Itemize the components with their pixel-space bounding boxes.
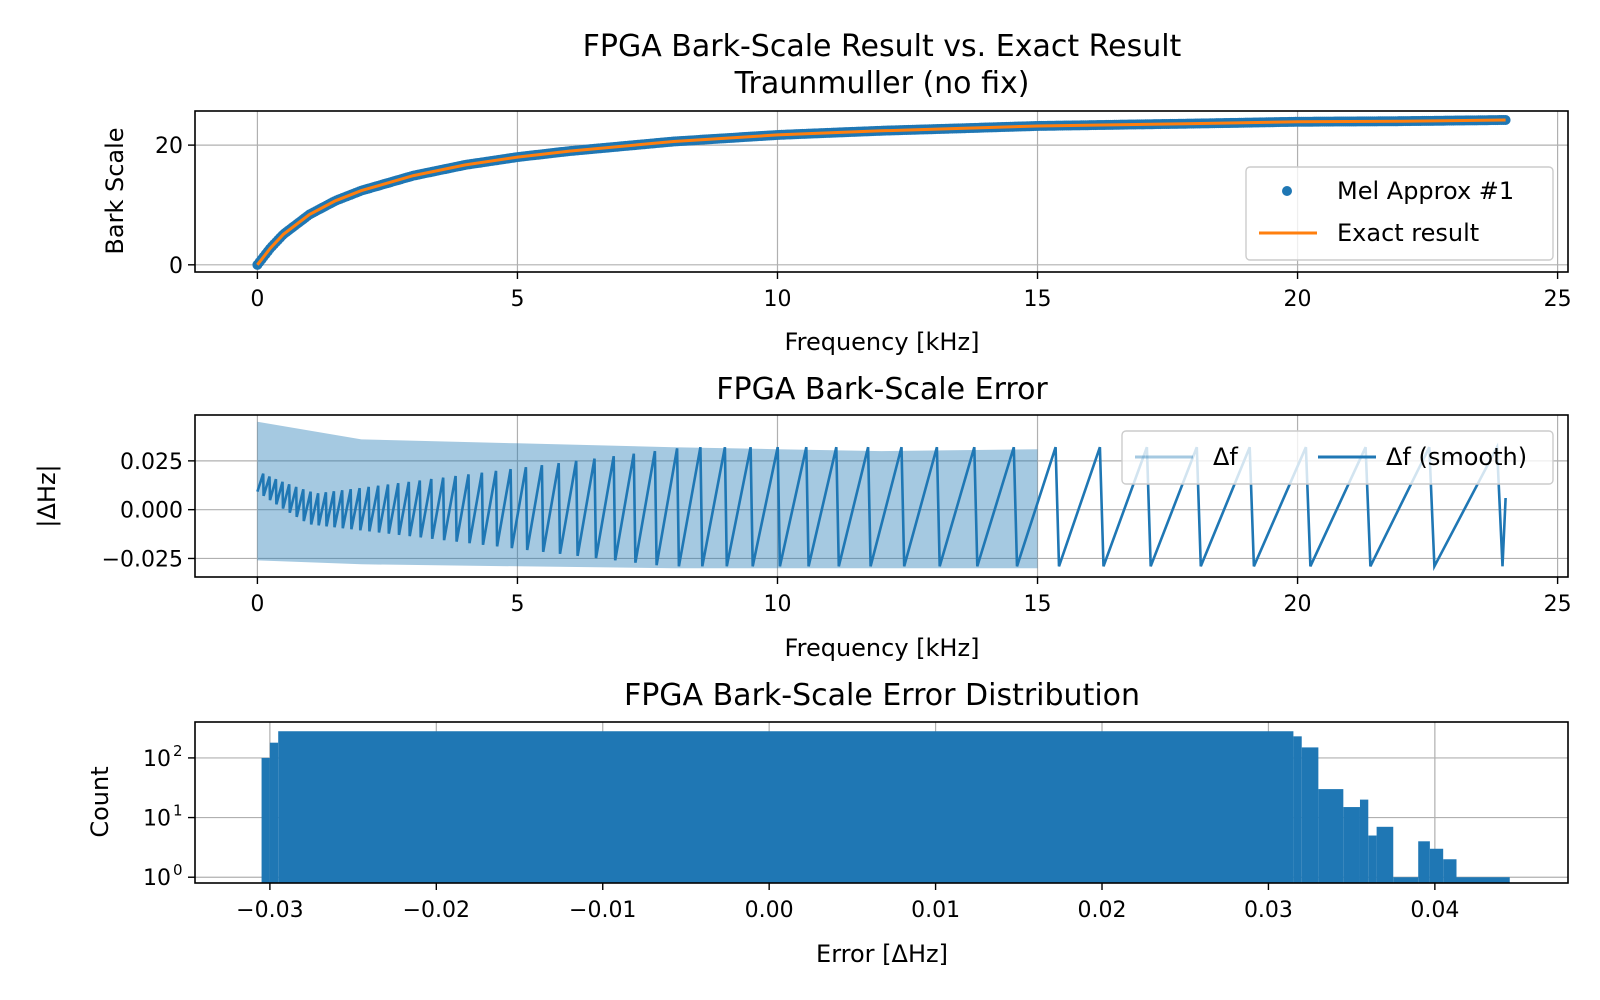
histogram-bar: [1318, 789, 1344, 883]
histogram-bar: [1443, 859, 1457, 883]
panel3-plot-area: [261, 731, 1510, 883]
x-tick-label: 20: [1284, 287, 1312, 312]
histogram-bar: [1418, 841, 1430, 883]
x-tick-label: 0: [250, 592, 264, 617]
panel3-xlabel: Error [ΔHz]: [816, 940, 948, 968]
panel2-frame: [194, 414, 1569, 578]
histogram-bar: [1343, 807, 1360, 883]
histogram-bar: [1393, 877, 1419, 883]
panel1-xlabel: Frequency [kHz]: [785, 328, 980, 356]
panel1-ticks: 0 5 10 15 20 25 0 20: [155, 134, 1572, 312]
panel2-title: FPGA Bark-Scale Error: [716, 372, 1048, 407]
y-tick-label: 0: [169, 254, 183, 279]
histogram-bar: [1359, 799, 1369, 883]
x-tick-label: 25: [1544, 592, 1572, 617]
x-tick-label: 0.03: [1244, 898, 1293, 923]
histogram-bar: [1368, 835, 1377, 883]
panel2-legend: Δf Δf (smooth): [1121, 430, 1554, 485]
y-tick-label: 20: [155, 134, 183, 159]
panel2-ticks: 0 5 10 15 20 25 0.025 0.000 −0.025: [102, 450, 1572, 617]
x-tick-label: 0.02: [1078, 898, 1127, 923]
x-tick-label: 0.01: [911, 898, 960, 923]
panel1-ylabel: Bark Scale: [101, 127, 129, 254]
x-tick-label: 0.04: [1410, 898, 1459, 923]
panel2-xlabel: Frequency [kHz]: [785, 634, 980, 662]
panel1-frame: [194, 110, 1569, 273]
legend-exact-result-label: Exact result: [1337, 219, 1479, 247]
panel-bark-error: FPGA Bark-Scale Error 0 5 10 15 20 25 0.025 0.0…: [33, 372, 1572, 662]
y-tick-label: 10: [143, 866, 171, 891]
legend-mel-approx-label: Mel Approx #1: [1337, 177, 1514, 205]
y-tick-exponent: 1: [173, 802, 183, 820]
x-tick-label: 25: [1544, 287, 1572, 312]
x-tick-label: 0: [250, 287, 264, 312]
histogram-bar: [1429, 848, 1444, 883]
y-tick-label: 0.000: [120, 499, 183, 524]
legend-delta-f-smooth-label: Δf (smooth): [1386, 443, 1527, 471]
x-tick-label: −0.02: [403, 898, 470, 923]
x-tick-label: 15: [1024, 287, 1052, 312]
x-tick-label: 5: [510, 592, 524, 617]
panel1-legend-box: [1245, 166, 1554, 261]
x-tick-label: −0.01: [569, 898, 636, 923]
x-tick-label: 0.00: [745, 898, 794, 923]
x-tick-label: 10: [763, 287, 791, 312]
panel1-legend: Mel Approx #1 Exact result: [1245, 166, 1554, 261]
histogram-bar: [1301, 747, 1319, 883]
panel1-plot-area: [252, 114, 1511, 270]
panel-bark-result: FPGA Bark-Scale Result vs. Exact Result …: [101, 29, 1572, 356]
y-tick-label: 0.025: [120, 450, 183, 475]
legend-mel-approx-marker: [1282, 186, 1292, 196]
panel2-plot-area: [256, 421, 1507, 572]
panel3-ylabel: Count: [86, 766, 114, 837]
histogram-bar: [278, 731, 1294, 883]
y-tick-exponent: 0: [173, 861, 183, 879]
panel2-ylabel: |ΔHz|: [33, 464, 61, 527]
x-tick-label: 5: [510, 287, 524, 312]
panel-error-distribution: FPGA Bark-Scale Error Distribution −0.03…: [86, 678, 1569, 968]
x-tick-label: 20: [1284, 592, 1312, 617]
histogram-bar: [1456, 877, 1510, 883]
x-tick-label: 10: [763, 592, 791, 617]
legend-delta-f-label: Δf: [1213, 443, 1238, 471]
x-tick-label: −0.03: [236, 898, 303, 923]
panel1-title: FPGA Bark-Scale Result vs. Exact Result: [583, 29, 1182, 64]
delta-f-smooth-line: [256, 442, 1507, 572]
panel3-frame: [194, 721, 1569, 884]
panel3-title: FPGA Bark-Scale Error Distribution: [624, 678, 1140, 713]
histogram-bar: [269, 742, 279, 883]
histogram-bar: [1376, 826, 1394, 883]
panel1-subtitle: Traunmuller (no fix): [734, 66, 1030, 101]
y-tick-label: 10: [143, 747, 171, 772]
x-tick-label: 15: [1024, 592, 1052, 617]
y-tick-label: 10: [143, 807, 171, 832]
histogram-bar: [261, 757, 270, 883]
exact-result-line: [256, 118, 1506, 266]
y-tick-exponent: 2: [173, 742, 183, 760]
histogram-bar: [1293, 736, 1302, 883]
y-tick-label: −0.025: [102, 547, 183, 572]
